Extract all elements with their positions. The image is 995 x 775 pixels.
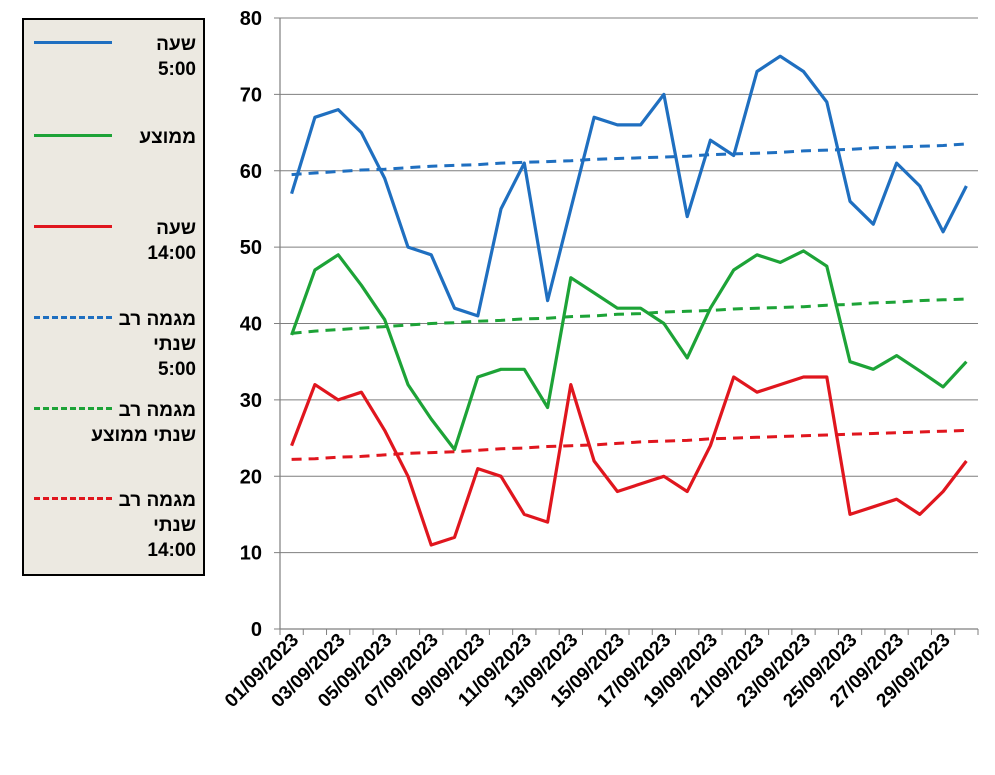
gridlines — [280, 17, 978, 554]
series-trend-5am — [291, 142, 967, 177]
y-tick-label: 70 — [240, 84, 262, 106]
series-2pm — [290, 375, 968, 547]
legend-sub: 14:00 — [147, 540, 196, 561]
series-5am — [290, 54, 968, 318]
y-tick-label: 0 — [251, 619, 262, 641]
legend-swatch — [34, 134, 112, 137]
series-lines — [290, 54, 968, 547]
legend-swatch — [34, 497, 112, 500]
legend-sub: 5:00 — [157, 59, 196, 80]
legend-label: מגמה רב שנתי — [118, 309, 196, 355]
y-tick-label: 50 — [240, 237, 262, 259]
legend-label: ממוצע — [139, 127, 196, 148]
y-tick-label: 10 — [240, 543, 262, 565]
y-tick-label: 20 — [240, 466, 262, 488]
x-axis: 01/09/202303/09/202305/09/202307/09/2023… — [221, 628, 979, 712]
y-tick-label: 60 — [240, 161, 262, 183]
series-trend-2pm — [291, 428, 967, 461]
legend: שעה 5:00 ממוצע שעה 14:00 מגמה רב שנתי 5:00 … — [22, 18, 205, 576]
y-tick-label: 40 — [240, 314, 262, 336]
legend-sub: 5:00 — [157, 359, 196, 380]
legend-sub: 14:00 — [147, 243, 196, 264]
y-axis: 0 10 20 30 40 50 60 70 80 — [240, 8, 281, 641]
legend-label: שעה — [156, 34, 196, 55]
legend-swatch — [34, 407, 112, 410]
legend-label: שעה — [156, 218, 196, 239]
legend-swatch — [34, 316, 112, 319]
legend-label: מגמה רב שנתי ממוצע — [91, 400, 196, 446]
y-tick-label: 30 — [240, 390, 262, 412]
legend-label: מגמה רב שנתי — [118, 490, 196, 536]
series-average — [290, 249, 968, 452]
y-tick-label: 80 — [240, 8, 262, 30]
legend-swatch — [34, 225, 112, 228]
legend-swatch — [34, 41, 112, 44]
series-trend-average — [291, 297, 967, 335]
